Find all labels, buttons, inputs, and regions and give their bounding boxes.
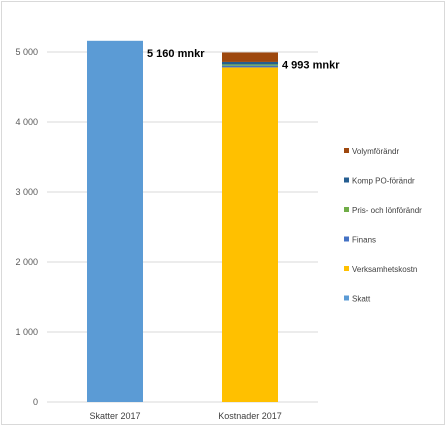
- y-axis-ticks: 0 1 000 2 000 3 000 4 000 5 000: [15, 47, 38, 407]
- bar-segment-2-1: [222, 65, 278, 68]
- legend-entry: Skatt: [352, 295, 371, 304]
- y-tick-label: 1 000: [15, 327, 38, 337]
- legend-entry: Volymförändr: [352, 147, 399, 156]
- data-labels: 5 160 mnkr 4 993 mnkr: [147, 48, 340, 72]
- bars: [87, 40, 278, 403]
- y-tick-label: 3 000: [15, 187, 38, 197]
- legend: Volymförändr Komp PO-förändr Pris- och lön…: [344, 147, 422, 304]
- legend-entry: Komp PO-förändr: [352, 177, 415, 186]
- y-tick-label: 2 000: [15, 257, 38, 267]
- legend-swatch: [344, 236, 349, 242]
- legend-swatch: [344, 207, 349, 212]
- bar-segment-4-1: [222, 61, 278, 65]
- x-axis-categories: Skatter 2017 Kostnader 2017: [89, 411, 281, 421]
- bar-segment-3-1: [222, 64, 278, 66]
- legend-entry: Pris- och lönförändr: [352, 206, 422, 215]
- legend-entry: Verksamhetskostn: [352, 265, 417, 274]
- bar-segment-1-1: [222, 67, 278, 403]
- y-tick-label: 5 000: [15, 47, 38, 57]
- bar-segment-5-1: [222, 52, 278, 62]
- category-label: Skatter 2017: [89, 411, 140, 421]
- bar-segment-0-0: [87, 40, 143, 403]
- y-tick-label: 4 000: [15, 117, 38, 127]
- category-label: Kostnader 2017: [218, 411, 282, 421]
- total-data-label: 5 160 mnkr: [147, 48, 205, 60]
- legend-swatch: [344, 177, 349, 183]
- total-data-label: 4 993 mnkr: [282, 59, 340, 71]
- legend-entry: Finans: [352, 236, 376, 245]
- y-tick-label: 0: [33, 397, 38, 407]
- legend-swatch: [344, 148, 349, 153]
- legend-swatch: [344, 295, 349, 301]
- legend-swatch: [344, 266, 349, 271]
